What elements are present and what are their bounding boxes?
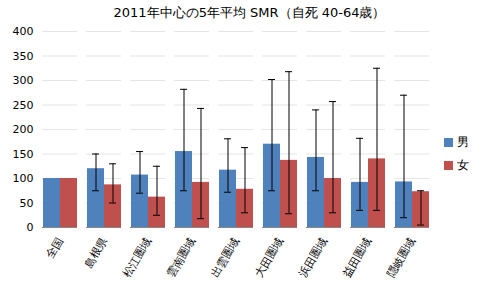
svg-text:島根県: 島根県 <box>82 235 110 270</box>
svg-text:浜田圏域: 浜田圏域 <box>296 235 329 280</box>
svg-text:300: 300 <box>13 74 34 87</box>
svg-text:150: 150 <box>13 148 34 161</box>
svg-text:大田圏域: 大田圏域 <box>252 235 285 280</box>
svg-text:隠岐圏域: 隠岐圏域 <box>384 235 417 280</box>
svg-text:松江圏域: 松江圏域 <box>120 235 153 280</box>
svg-text:50: 50 <box>20 197 34 210</box>
svg-text:雲南圏域: 雲南圏域 <box>164 235 197 280</box>
svg-text:350: 350 <box>13 50 34 63</box>
svg-text:250: 250 <box>13 99 34 112</box>
svg-text:全国: 全国 <box>43 235 65 261</box>
svg-text:400: 400 <box>13 25 34 38</box>
svg-text:200: 200 <box>13 123 34 136</box>
html-text:女: 女 <box>457 158 469 172</box>
svg-text:100: 100 <box>13 172 34 185</box>
html-text:2011年中心の5年平均 SMR（自死 40-64歳）: 2011年中心の5年平均 SMR（自死 40-64歳） <box>113 5 386 20</box>
svg-text:益田圏域: 益田圏域 <box>340 235 373 280</box>
svg-text:出雲圏域: 出雲圏域 <box>208 235 241 280</box>
html-text:男: 男 <box>457 135 469 149</box>
svg-text:0: 0 <box>27 221 34 234</box>
